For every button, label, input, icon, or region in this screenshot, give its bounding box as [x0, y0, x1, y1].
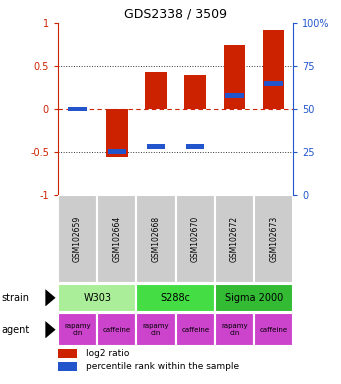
Text: GSM102668: GSM102668	[151, 216, 161, 262]
Bar	[176, 313, 215, 346]
Text: caffeine: caffeine	[103, 327, 131, 333]
Bar	[215, 313, 254, 346]
Bar	[58, 362, 77, 371]
Text: GSM102659: GSM102659	[73, 216, 82, 262]
Bar	[186, 144, 204, 149]
Text: strain: strain	[2, 293, 30, 303]
Bar	[106, 109, 128, 157]
Bar	[254, 195, 293, 283]
Bar	[225, 93, 243, 98]
Bar	[215, 284, 293, 312]
Text: percentile rank within the sample: percentile rank within the sample	[86, 362, 239, 371]
Text: W303: W303	[83, 293, 111, 303]
Bar	[97, 195, 136, 283]
Bar	[58, 349, 77, 358]
Bar	[108, 149, 126, 154]
Bar	[97, 313, 136, 346]
Polygon shape	[45, 289, 56, 306]
Bar	[215, 195, 254, 283]
Title: GDS2338 / 3509: GDS2338 / 3509	[124, 7, 227, 20]
Text: agent: agent	[2, 325, 30, 335]
Text: log2 ratio: log2 ratio	[86, 349, 130, 358]
Bar	[136, 313, 176, 346]
Text: GSM102673: GSM102673	[269, 216, 278, 262]
Text: Sigma 2000: Sigma 2000	[225, 293, 283, 303]
Polygon shape	[45, 321, 56, 338]
Text: rapamy
cin: rapamy cin	[221, 323, 248, 336]
Bar	[184, 74, 206, 109]
Bar	[69, 106, 87, 111]
Bar	[265, 81, 283, 86]
Bar	[136, 195, 176, 283]
Text: GSM102664: GSM102664	[112, 216, 121, 262]
Bar	[58, 284, 136, 312]
Bar	[145, 72, 167, 109]
Bar	[176, 195, 215, 283]
Bar	[58, 313, 97, 346]
Text: rapamy
cin: rapamy cin	[143, 323, 169, 336]
Text: S288c: S288c	[161, 293, 191, 303]
Text: caffeine: caffeine	[260, 327, 288, 333]
Bar	[224, 45, 245, 109]
Text: rapamy
cin: rapamy cin	[64, 323, 91, 336]
Bar	[263, 30, 284, 109]
Bar	[136, 284, 215, 312]
Bar	[147, 144, 165, 149]
Text: GSM102670: GSM102670	[191, 216, 200, 262]
Text: caffeine: caffeine	[181, 327, 209, 333]
Text: GSM102672: GSM102672	[230, 216, 239, 262]
Bar	[254, 313, 293, 346]
Bar	[58, 195, 97, 283]
